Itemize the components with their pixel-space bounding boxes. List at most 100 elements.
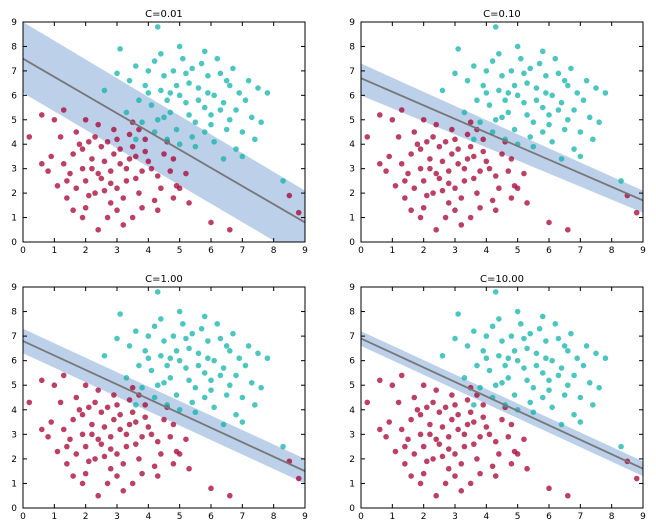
data-point-class-a <box>408 416 414 423</box>
x-tick-label: 1 <box>389 512 395 522</box>
data-point-class-b <box>508 68 515 74</box>
data-point-class-b <box>461 109 468 116</box>
y-tick-label: 5 <box>349 381 355 391</box>
data-point-class-b <box>508 333 515 339</box>
data-point-class-a <box>123 165 130 172</box>
data-point-class-b <box>176 141 183 148</box>
y-tick-label: 1 <box>11 479 17 489</box>
data-point-class-a <box>104 480 111 487</box>
data-point-class-a <box>95 121 101 128</box>
data-point-class-b <box>552 321 559 327</box>
y-tick-label: 6 <box>349 91 355 101</box>
data-point-class-a <box>161 416 167 423</box>
data-point-class-a <box>142 136 148 143</box>
data-point-class-a <box>445 200 452 206</box>
data-point-class-b <box>223 392 230 398</box>
axes-frame <box>22 21 306 243</box>
data-point-class-a <box>514 451 521 457</box>
data-point-class-a <box>471 441 477 447</box>
data-point-class-a <box>489 463 496 470</box>
data-point-class-b <box>593 85 599 91</box>
data-point-class-b <box>164 97 170 104</box>
x-tick-label: 0 <box>358 246 364 256</box>
data-point-class-a <box>445 168 452 174</box>
panel-3: 0 1 2 3 4 5 6 7 8 9 0 1 2 3 4 5 6 7 8 9 C=1.00 <box>11 274 308 522</box>
data-point-class-a <box>464 156 471 162</box>
data-point-class-a <box>408 207 414 214</box>
data-point-class-a <box>64 443 70 450</box>
data-point-class-a <box>477 168 483 174</box>
data-point-class-a <box>60 426 67 433</box>
data-point-class-b <box>483 355 490 362</box>
data-point-class-a <box>442 404 449 411</box>
data-point-class-a <box>486 165 493 172</box>
data-point-class-a <box>148 165 155 172</box>
y-tick-label: 5 <box>349 116 355 126</box>
data-point-class-a <box>295 475 302 482</box>
data-point-class-a <box>95 170 101 177</box>
data-point-class-a <box>452 451 458 457</box>
panel-2: 0 1 2 3 4 5 6 7 8 9 0 1 2 3 4 5 6 7 8 9 C=0.10 <box>349 9 646 256</box>
x-tick-label: 6 <box>546 246 552 256</box>
data-point-class-b <box>280 443 286 450</box>
data-point-class-b <box>533 350 540 357</box>
data-point-class-b <box>233 372 239 379</box>
data-point-class-a <box>136 190 142 196</box>
data-point-class-b <box>439 87 446 94</box>
data-point-class-a <box>120 195 127 201</box>
data-point-class-b <box>546 377 552 384</box>
data-point-class-b <box>217 70 224 77</box>
data-point-class-b <box>521 335 527 342</box>
data-point-class-b <box>565 82 571 89</box>
data-point-class-b <box>480 348 487 354</box>
data-point-class-a <box>508 195 515 201</box>
data-point-class-b <box>126 343 133 349</box>
data-point-class-b <box>239 129 246 135</box>
data-point-class-a <box>442 214 449 221</box>
data-point-class-a <box>126 131 133 138</box>
data-point-class-b <box>189 399 195 406</box>
data-point-class-b <box>117 46 123 52</box>
data-point-class-a <box>79 165 86 172</box>
data-point-class-a <box>464 397 471 403</box>
data-point-class-b <box>233 411 239 418</box>
data-point-class-a <box>170 156 177 162</box>
data-point-class-a <box>129 143 136 150</box>
decision-boundary <box>361 77 643 202</box>
data-point-class-a <box>114 207 120 214</box>
data-point-class-b <box>511 348 518 354</box>
data-point-class-a <box>458 488 465 494</box>
y-tick-label: 5 <box>11 116 17 126</box>
data-point-class-b <box>205 72 211 79</box>
data-point-class-b <box>154 24 161 30</box>
data-point-class-b <box>245 77 252 84</box>
data-point-class-a <box>439 453 446 460</box>
data-point-class-a <box>107 465 114 472</box>
data-point-class-a <box>39 160 45 167</box>
data-point-class-b <box>158 50 164 57</box>
data-point-class-b <box>492 24 499 30</box>
data-point-class-a <box>499 416 505 423</box>
data-point-class-b <box>158 352 164 359</box>
data-point-class-b <box>483 90 490 96</box>
data-point-class-a <box>92 134 98 140</box>
data-point-class-a <box>89 431 95 438</box>
data-point-class-b <box>211 357 217 364</box>
panel-4: 0 1 2 3 4 5 6 7 8 9 0 1 2 3 4 5 6 7 8 9 C=10.00 <box>349 274 646 522</box>
data-point-class-b <box>483 68 490 74</box>
data-point-class-a <box>505 433 512 440</box>
data-point-class-a <box>364 134 371 140</box>
data-point-class-b <box>170 333 177 339</box>
data-point-class-a <box>227 226 233 233</box>
data-point-class-b <box>471 402 477 408</box>
data-point-class-b <box>158 87 164 94</box>
data-point-class-b <box>201 394 208 401</box>
data-point-class-a <box>154 207 161 214</box>
data-point-class-a <box>151 197 158 204</box>
data-point-class-a <box>129 384 136 391</box>
data-point-class-b <box>211 138 217 145</box>
x-tick-label: 0 <box>20 246 26 256</box>
x-tick-label: 8 <box>271 512 277 522</box>
data-point-class-a <box>395 134 402 140</box>
